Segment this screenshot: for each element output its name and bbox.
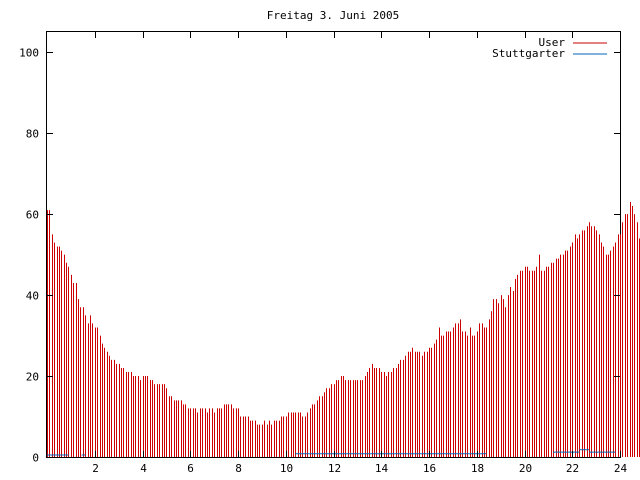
x-tick-label: 22 [566,462,579,475]
x-tick-label: 20 [519,462,532,475]
user-bars [47,202,640,457]
legend: User Stuttgarter [492,36,607,60]
y-tick-label: 40 [26,290,39,303]
y-tick-label: 80 [26,128,39,141]
x-tick-label: 24 [614,462,628,475]
chart-title: Freitag 3. Juni 2005 [267,9,399,22]
y-axis: 0 20 40 60 80 100 [19,47,620,465]
legend-label-user: User [539,36,566,49]
y-tick-label: 60 [26,209,39,222]
stuttgarter-line [47,449,616,456]
x-tick-label: 16 [423,462,436,475]
y-tick-label: 100 [19,47,39,60]
x-axis: 2 4 6 8 10 12 14 16 18 20 22 24 [92,32,627,475]
x-tick-label: 2 [92,462,99,475]
x-tick-label: 18 [471,462,484,475]
x-tick-label: 10 [280,462,293,475]
x-tick-label: 14 [375,462,389,475]
y-tick-label: 0 [32,452,39,465]
legend-label-stuttgarter: Stuttgarter [492,47,565,60]
y-tick-label: 20 [26,371,39,384]
x-tick-label: 8 [235,462,242,475]
x-tick-label: 4 [140,462,147,475]
x-tick-label: 12 [328,462,341,475]
x-tick-label: 6 [187,462,194,475]
